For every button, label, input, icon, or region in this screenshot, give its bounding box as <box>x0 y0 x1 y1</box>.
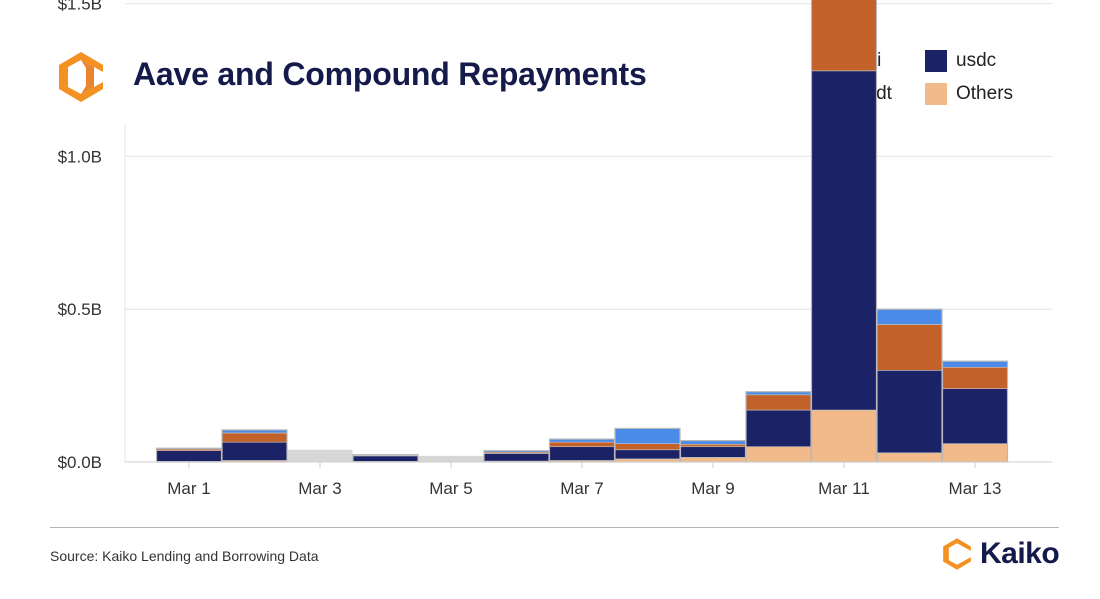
bar-segment-usdc-mar-13 <box>942 388 1008 444</box>
bar-segment-usdc-mar-12 <box>876 370 943 454</box>
x-tick-label: Mar 5 <box>429 479 472 498</box>
legend-label-usdc: usdc <box>956 50 997 71</box>
kaiko-logo-icon <box>59 52 103 102</box>
x-tick-label: Mar 3 <box>298 479 341 498</box>
bar-segment-usdt-mar-8 <box>614 443 681 451</box>
bar-segment-others-mar-9 <box>680 457 746 463</box>
bar-segment-usdt-mar-10 <box>745 394 812 411</box>
bar-segment-usdt-mar-2 <box>221 432 288 443</box>
bar-total-mar-5 <box>418 455 484 462</box>
bar-segment-dai-mar-13 <box>942 360 1008 368</box>
source-note: Source: Kaiko Lending and Borrowing Data <box>50 548 319 564</box>
bar-segment-usdt-mar-7 <box>549 441 615 448</box>
y-tick-label: $0.0B <box>58 453 102 472</box>
bar-segment-usdc-mar-2 <box>221 441 288 461</box>
bar-segment-others-mar-12 <box>876 452 943 463</box>
bar-segment-usdc-mar-9 <box>680 446 746 458</box>
x-tick-label: Mar 13 <box>949 479 1002 498</box>
brand-name: Kaiko <box>980 537 1060 570</box>
bar-segment-usdt-mar-11 <box>811 0 877 72</box>
legend-label-others: Others <box>956 83 1014 104</box>
legend-item-others: Others <box>925 83 1013 105</box>
bar-segment-usdt-mar-9 <box>680 443 746 448</box>
bar-segment-usdc-mar-7 <box>549 446 615 461</box>
x-tick-label: Mar 7 <box>560 479 603 498</box>
bar-segment-dai-mar-8 <box>614 428 681 444</box>
legend-swatch-usdc <box>925 50 947 72</box>
legend-swatch-others <box>925 83 947 105</box>
bar-segment-usdt-mar-12 <box>876 324 943 371</box>
bar-segment-usdc-mar-10 <box>745 409 812 448</box>
footer-divider <box>50 527 1059 528</box>
bar-segment-usdc-mar-4 <box>352 455 419 462</box>
bar-segment-usdc-mar-1 <box>156 450 222 462</box>
bar-segment-others-mar-13 <box>942 443 1008 463</box>
y-tick-label: $1.0B <box>58 147 102 166</box>
bar-segment-usdc-mar-8 <box>614 449 681 460</box>
bar-segment-dai-mar-12 <box>876 308 943 325</box>
x-tick-label: Mar 9 <box>691 479 734 498</box>
legend-item-usdc: usdc <box>925 50 996 72</box>
x-tick-label: Mar 1 <box>167 479 210 498</box>
chart-title: Aave and Compound Repayments <box>133 56 647 92</box>
bar-segment-usdt-mar-13 <box>942 366 1008 389</box>
y-tick-label: $1.5B <box>58 0 102 14</box>
kaiko-brand-icon <box>943 538 971 570</box>
bar-segment-usdc-mar-6 <box>483 453 550 462</box>
x-tick-label: Mar 11 <box>818 479 870 498</box>
bar-segment-usdc-mar-11 <box>811 70 877 411</box>
y-tick-label: $0.5B <box>58 300 102 319</box>
bar-total-mar-3 <box>287 449 353 462</box>
bar-segment-others-mar-11 <box>811 409 877 463</box>
brand-mark: Kaiko <box>940 537 1060 571</box>
bar-segment-others-mar-10 <box>745 446 812 463</box>
